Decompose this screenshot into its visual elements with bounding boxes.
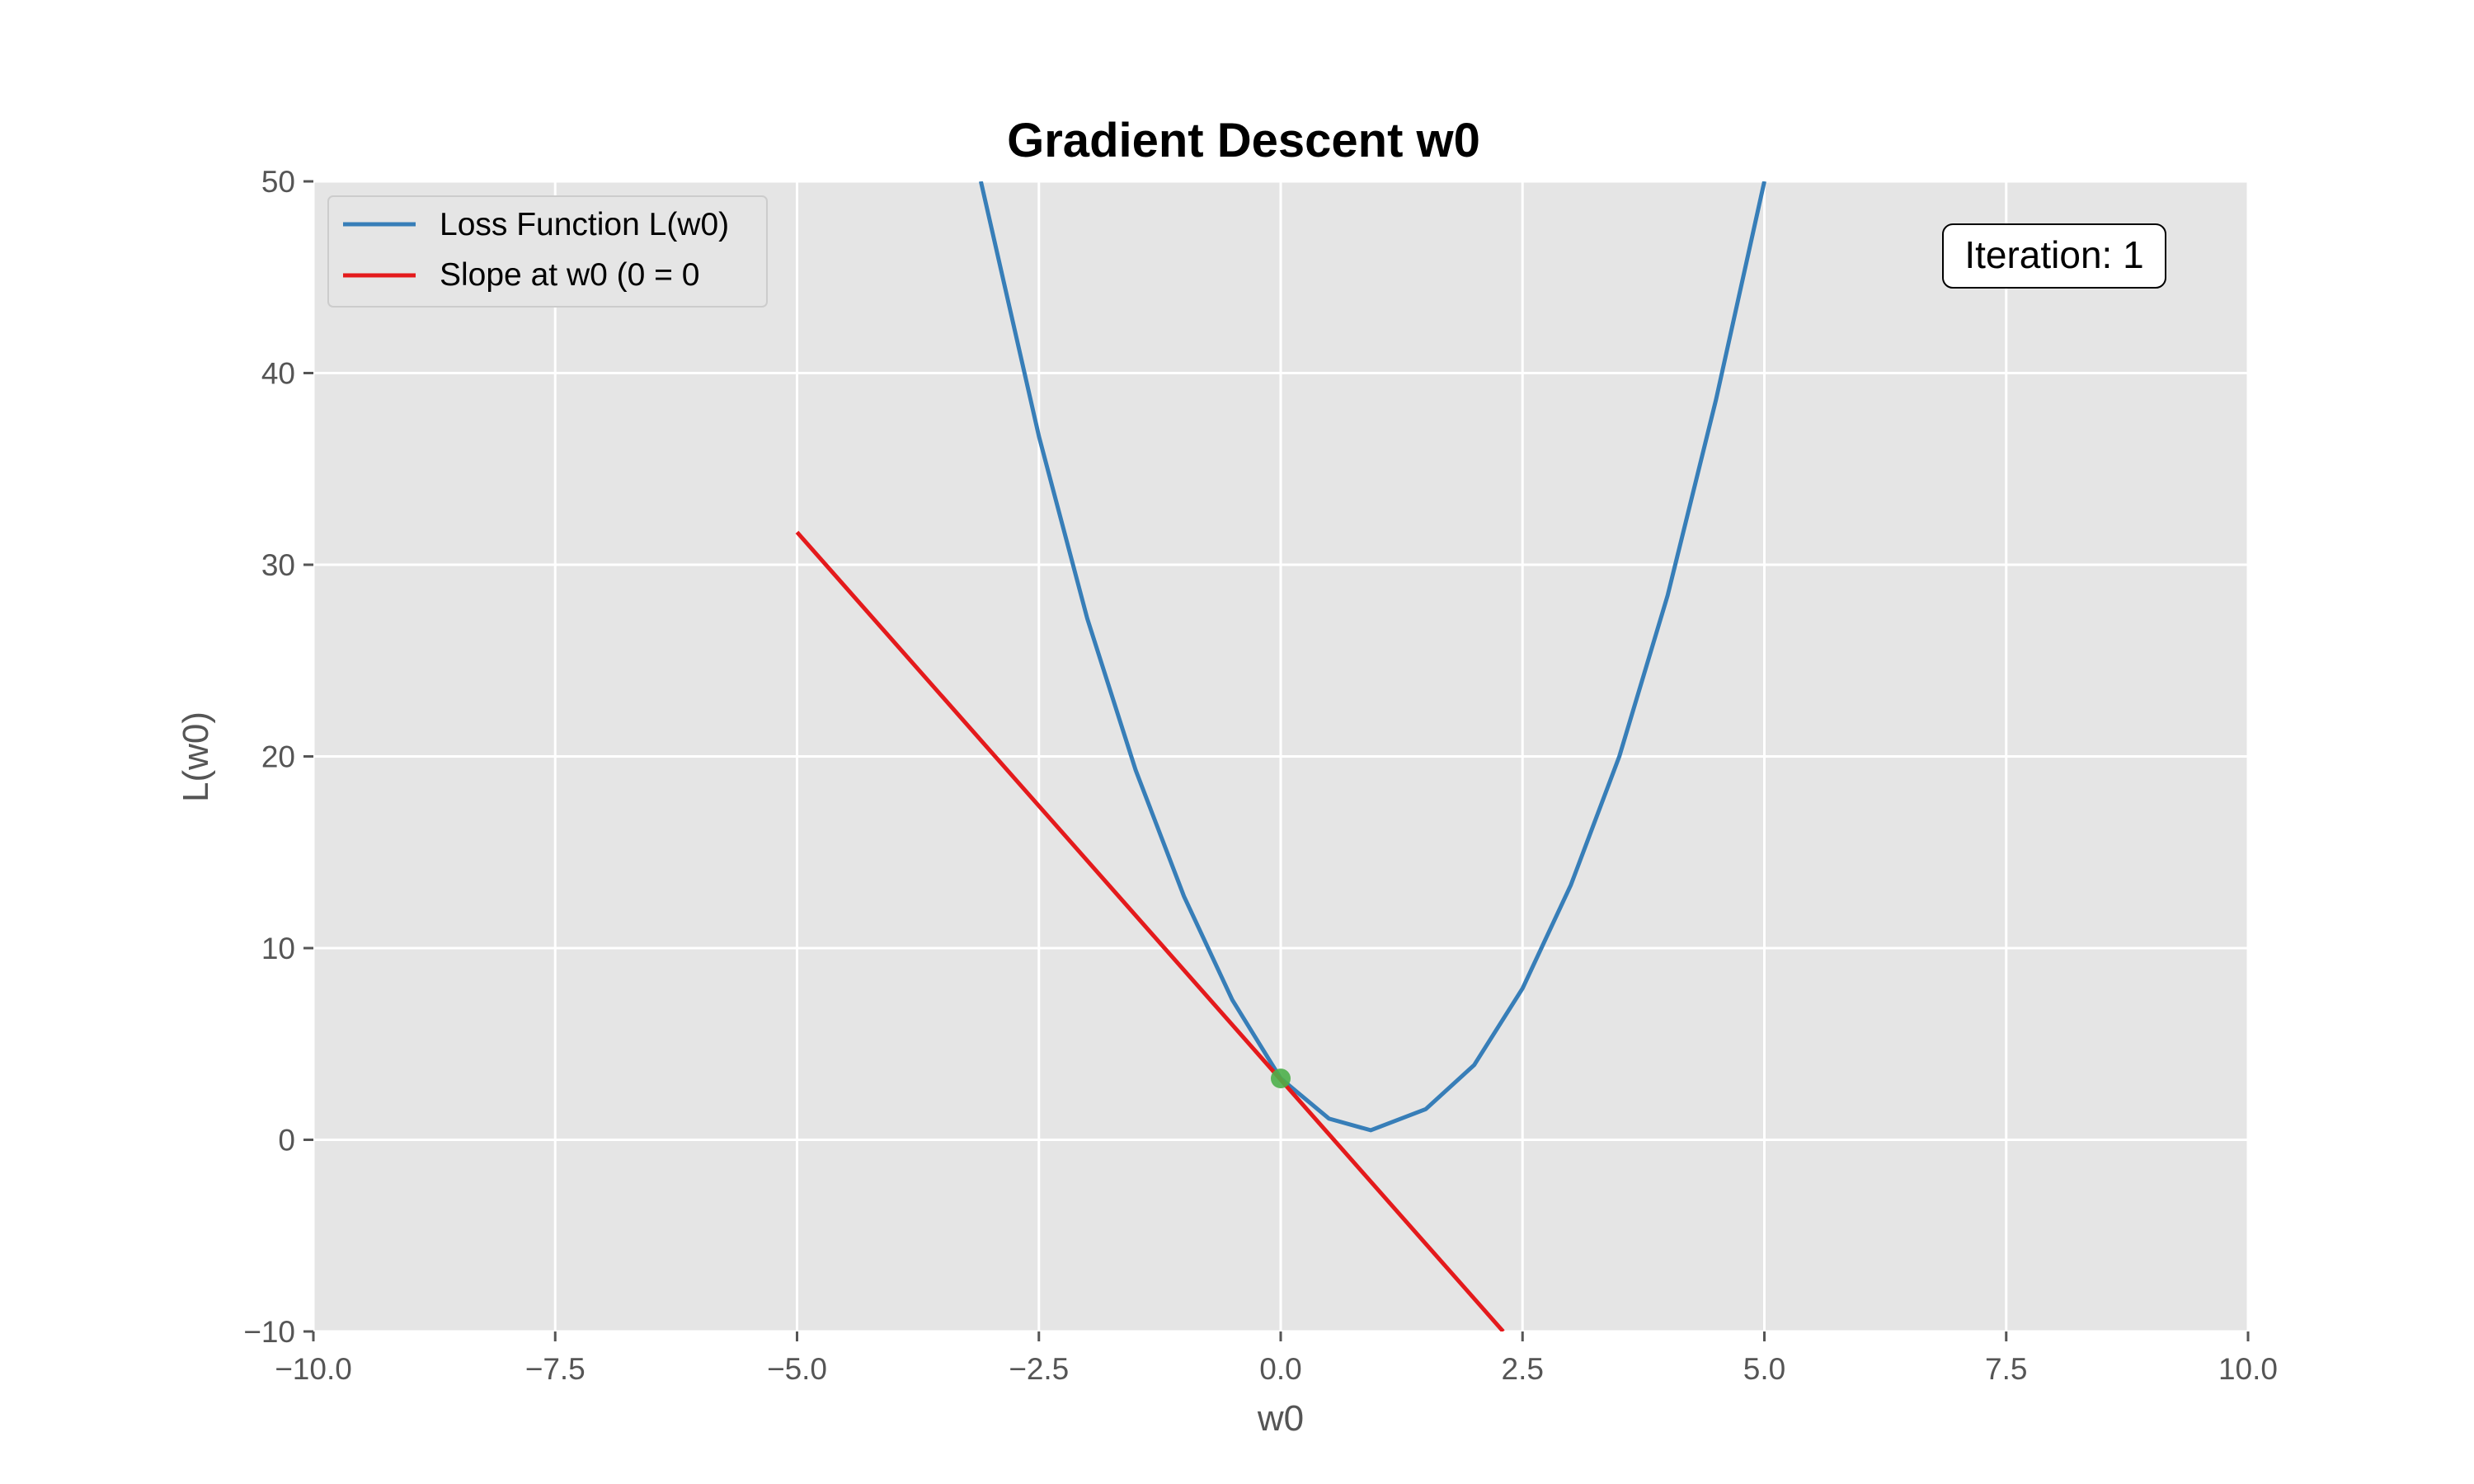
y-axis-label: L(w0)	[176, 711, 216, 802]
legend: Loss Function L(w0) Slope at w0 (0 = 0	[327, 195, 768, 308]
y-tick-label: 0	[278, 1124, 295, 1158]
iteration-text: Iteration: 1	[1964, 233, 2143, 276]
y-tick-label: 50	[261, 165, 295, 199]
legend-label-loss: Loss Function L(w0)	[440, 207, 729, 242]
y-axis-ticks: −10 0 10 20 30 40 50	[243, 165, 313, 1349]
y-tick-label: 30	[261, 548, 295, 582]
y-tick-label: 10	[261, 932, 295, 965]
series-layer	[795, 181, 1766, 1331]
y-tick-label: −10	[243, 1315, 295, 1349]
legend-label-slope: Slope at w0 (0 = 0	[440, 257, 699, 293]
x-axis-label: w0	[1257, 1398, 1304, 1439]
chart-title: Gradient Descent w0	[1007, 114, 1480, 167]
current-point-0	[1271, 1068, 1291, 1089]
x-tick-label: 0.0	[1259, 1352, 1301, 1386]
points-layer	[1271, 1068, 1291, 1089]
x-tick-label: 2.5	[1502, 1352, 1544, 1386]
series-line-1	[795, 530, 1505, 1331]
series-line-0	[978, 181, 1766, 1133]
x-axis-ticks: −10.0 −7.5 −5.0 −2.5 0.0 2.5 5.0 7.5 10.0	[275, 1331, 2278, 1386]
x-tick-label: −7.5	[525, 1352, 586, 1386]
y-tick-label: 40	[261, 357, 295, 391]
iteration-annotation: Iteration: 1	[1942, 223, 2166, 289]
legend-box	[327, 195, 768, 308]
x-tick-label: 7.5	[1985, 1352, 2027, 1386]
iteration-box	[1942, 223, 2166, 289]
y-tick-label: 20	[261, 740, 295, 774]
x-tick-label: −2.5	[1009, 1352, 1069, 1386]
x-tick-label: −5.0	[767, 1352, 827, 1386]
x-tick-label: −10.0	[275, 1352, 352, 1386]
x-tick-label: 5.0	[1743, 1352, 1785, 1386]
x-tick-label: 10.0	[2218, 1352, 2278, 1386]
